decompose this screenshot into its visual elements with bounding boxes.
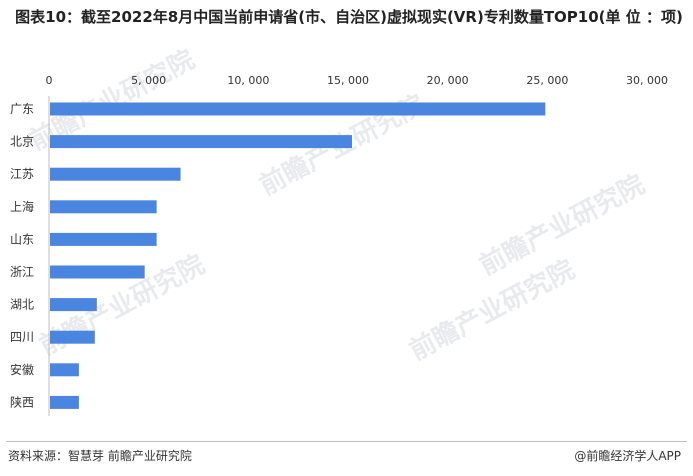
- category-label: 广东: [10, 102, 34, 116]
- category-label: 上海: [10, 199, 34, 214]
- bar: [50, 395, 79, 409]
- x-tick-label: 20, 000: [427, 74, 469, 87]
- x-tick-label: 25, 000: [526, 74, 568, 87]
- source-note: 资料来源：智慧芽 前瞻产业研究院: [8, 449, 192, 463]
- bar: [50, 167, 181, 181]
- brand-label: @前瞻经济学人APP: [574, 449, 681, 463]
- bar-chart: 0 5, 000 10, 000 15, 000 20, 000 25, 000 30, 0…: [10, 74, 668, 416]
- bar: [50, 200, 157, 214]
- category-label: 北京: [10, 135, 34, 149]
- category-label: 四川: [10, 330, 34, 344]
- category-label: 陕西: [10, 394, 34, 409]
- category-label: 安徽: [10, 362, 34, 377]
- bar: [50, 265, 145, 279]
- bar: [50, 102, 546, 116]
- x-tick-label: 10, 000: [227, 74, 269, 87]
- category-label: 浙江: [10, 265, 34, 279]
- x-tick-label: 5, 000: [131, 74, 166, 87]
- bar: [50, 232, 157, 246]
- bar: [50, 298, 97, 312]
- bar: [50, 330, 95, 344]
- category-label: 湖北: [10, 297, 34, 312]
- x-tick-label: 15, 000: [327, 74, 369, 87]
- category-label: 山东: [10, 232, 34, 246]
- x-tick-label: 0: [46, 74, 53, 87]
- x-tick-label: 30, 000: [626, 74, 668, 87]
- chart-title: 图表10：截至2022年8月中国当前申请省(市、自治区)虚拟现实(VR)专利数量…: [15, 8, 683, 26]
- bar: [50, 135, 352, 149]
- footer-divider: [6, 441, 687, 442]
- bar: [50, 363, 79, 377]
- category-label: 江苏: [10, 167, 34, 181]
